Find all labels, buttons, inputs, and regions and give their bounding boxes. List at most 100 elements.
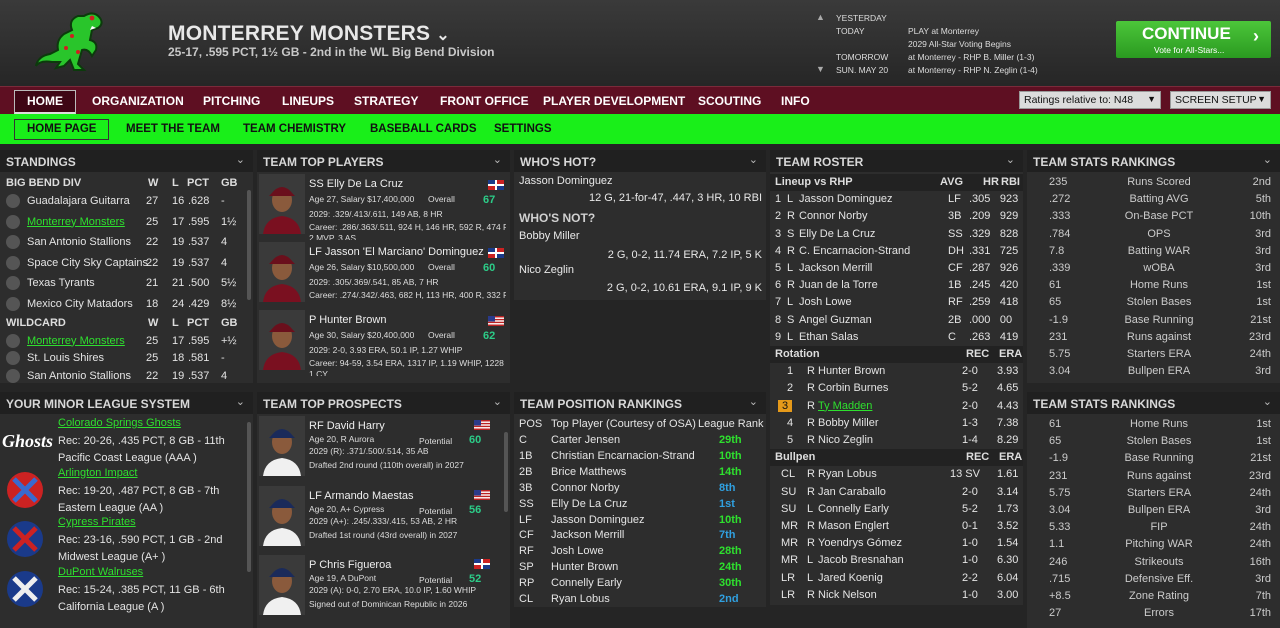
chevron-down-icon[interactable]: ⌄ <box>492 396 502 408</box>
chevron-down-icon[interactable]: ▼ <box>816 64 825 74</box>
stat-row[interactable]: .272 Batting AVG 5th <box>1027 191 1280 208</box>
team-name[interactable]: St. Louis Shires <box>27 352 105 365</box>
standings-row[interactable]: Texas Tyrants 21 21.500 5½ <box>0 275 253 292</box>
player-name[interactable]: LF Armando Maestas <box>309 489 414 502</box>
lineup-row[interactable]: 9 L Ethan Salas C .263 4 19 <box>770 329 1023 346</box>
continue-button[interactable]: CONTINUE Vote for All-Stars... › <box>1116 21 1271 58</box>
bullpen-row[interactable]: CL R Ryan Lobus 13 SV 1.61 <box>770 466 1023 483</box>
stat-row[interactable]: -1.9 Base Running 21st <box>1027 450 1280 467</box>
team-name[interactable]: Monterrey Monsters <box>27 334 125 347</box>
tab-home-page[interactable]: HOME PAGE <box>14 119 110 140</box>
chevron-down-icon[interactable]: ⌄ <box>748 154 758 166</box>
nav-player-development[interactable]: PLAYER DEVELOPMENT <box>543 94 686 108</box>
player-name[interactable]: Ethan Salas <box>799 330 859 343</box>
player-name[interactable]: RF David Harry <box>309 420 385 432</box>
player-photo[interactable] <box>259 485 305 546</box>
top-player-card[interactable]: P Hunter Brown Age 30, Salary $20,400,000… <box>257 310 510 376</box>
stat-row[interactable]: 5.75 Starters ERA 24th <box>1027 485 1280 502</box>
rotation-row[interactable]: 2 R Corbin Burnes 5-2 4.65 <box>770 380 1023 397</box>
player-name[interactable]: Nick Nelson <box>818 588 877 601</box>
affiliate-name[interactable]: Arlington Impact <box>58 466 138 479</box>
position-row[interactable]: 1B Christian Encarnacion-Strand 10th <box>514 448 766 465</box>
chevron-down-icon[interactable]: ⌄ <box>235 396 245 408</box>
nav-lineups[interactable]: LINEUPS <box>282 94 335 108</box>
position-row[interactable]: LF Jasson Dominguez 10th <box>514 512 766 529</box>
team-name[interactable]: San Antonio Stallions <box>27 369 131 382</box>
prospect-card[interactable]: RF David Harry Age 20, R Aurora Potential 6… <box>257 416 510 482</box>
minor-league-team[interactable]: Arlington Impact Rec: 19-20, .487 PCT, 8 … <box>0 467 253 517</box>
player-name[interactable]: Josh Lowe <box>551 545 604 558</box>
rotation-row[interactable]: 1 R Hunter Brown 2-0 3.93 <box>770 363 1023 380</box>
lineup-row[interactable]: 6 R Juan de la Torre 1B .245 4 20 <box>770 277 1023 294</box>
player-name[interactable]: Ty Madden <box>818 399 873 412</box>
lineup-row[interactable]: 7 L Josh Lowe RF .259 4 18 <box>770 294 1023 311</box>
player-name[interactable]: Ryan Lobus <box>818 468 877 481</box>
chevron-down-icon[interactable]: ⌄ <box>492 154 502 166</box>
stat-row[interactable]: 3.04 Bullpen ERA 3rd <box>1027 363 1280 380</box>
player-name[interactable]: Bobby Miller <box>818 416 879 429</box>
lineup-row[interactable]: 2 R Connor Norby 3B .209 9 29 <box>770 208 1023 225</box>
stat-row[interactable]: -1.9 Base Running 21st <box>1027 312 1280 329</box>
stat-row[interactable]: 1.1 Pitching WAR 24th <box>1027 536 1280 553</box>
player-name[interactable]: Yoendrys Gómez <box>818 537 902 550</box>
player-name[interactable]: Connelly Early <box>818 502 889 515</box>
bullpen-row[interactable]: SU R Jan Caraballo 2-0 3.14 <box>770 484 1023 501</box>
position-row[interactable]: CF Jackson Merrill 7th <box>514 527 766 544</box>
team-name[interactable]: Texas Tyrants <box>27 277 95 290</box>
stat-row[interactable]: .715 Defensive Eff. 3rd <box>1027 571 1280 588</box>
stat-row[interactable]: .333 On-Base PCT 10th <box>1027 208 1280 225</box>
minor-league-team[interactable]: Cypress Pirates Rec: 23-16, .590 PCT, 1 G… <box>0 516 253 566</box>
rotation-row[interactable]: 5 R Nico Zeglin 1-4 8.29 <box>770 432 1023 449</box>
tab-meet-the-team[interactable]: MEET THE TEAM <box>126 123 220 135</box>
player-name[interactable]: Jackson Merrill <box>799 262 873 274</box>
standings-row[interactable]: San Antonio Stallions 22 19.537 4 <box>0 234 253 251</box>
player-name[interactable]: Elly De La Cruz <box>799 227 876 240</box>
player-name[interactable]: Angel Guzman <box>799 313 872 326</box>
affiliate-name[interactable]: Cypress Pirates <box>58 516 136 528</box>
player-name[interactable]: Jared Koenig <box>818 571 883 584</box>
player-name[interactable]: Connor Norby <box>799 210 868 223</box>
player-name[interactable]: Josh Lowe <box>799 296 852 309</box>
player-name[interactable]: Mason Englert <box>818 520 889 532</box>
prospect-card[interactable]: LF Armando Maestas Age 20, A+ Cypress Pote… <box>257 485 510 552</box>
stat-row[interactable]: 7.8 Batting WAR 3rd <box>1027 243 1280 260</box>
player-name[interactable]: Hunter Brown <box>551 561 619 574</box>
nav-organization[interactable]: ORGANIZATION <box>92 94 184 108</box>
bullpen-row[interactable]: LR L Jared Koenig 2-2 6.04 <box>770 570 1023 587</box>
lineup-row[interactable]: 3 S Elly De La Cruz SS .329 8 28 <box>770 226 1023 243</box>
lineup-row[interactable]: 4 R C. Encarnacion-Strand DH .331 7 25 <box>770 243 1023 260</box>
standings-row[interactable]: Guadalajara Guitarra 27 16.628- <box>0 193 253 210</box>
stat-row[interactable]: 27 Errors 17th <box>1027 605 1280 622</box>
player-name[interactable]: P Chris Figueroa <box>309 559 392 571</box>
team-name[interactable]: Space City Sky Captains <box>27 256 149 269</box>
player-name[interactable]: Ryan Lobus <box>551 593 610 605</box>
player-name[interactable]: SS Elly De La Cruz <box>309 178 404 190</box>
stat-row[interactable]: 235 Runs Scored 2nd <box>1027 174 1280 191</box>
position-row[interactable]: CL Ryan Lobus 2nd <box>514 591 766 608</box>
nav-pitching[interactable]: PITCHING <box>203 94 261 108</box>
cold-player-name[interactable]: Bobby Miller <box>519 230 580 242</box>
player-name[interactable]: Jackson Merrill <box>551 529 625 542</box>
chevron-down-icon[interactable]: ⌄ <box>436 27 450 44</box>
player-name[interactable]: Hunter Brown <box>818 365 886 378</box>
player-name[interactable]: Connelly Early <box>551 577 622 590</box>
affiliate-name[interactable]: Colorado Springs Ghosts <box>58 417 181 429</box>
position-row[interactable]: C Carter Jensen 29th <box>514 432 766 449</box>
stat-row[interactable]: .784 OPS 3rd <box>1027 226 1280 243</box>
bullpen-row[interactable]: LR R Nick Nelson 1-0 3.00 <box>770 587 1023 604</box>
player-name[interactable]: Jasson Dominguez <box>551 513 645 526</box>
bullpen-row[interactable]: MR R Mason Englert 0-1 3.52 <box>770 518 1023 535</box>
player-name[interactable]: Jacob Bresnahan <box>818 554 904 567</box>
player-name[interactable]: LF Jasson 'El Marciano' Dominguez <box>309 246 484 258</box>
team-name[interactable]: Monterrey Monsters <box>27 215 125 228</box>
standings-row[interactable]: St. Louis Shires 25 18.581- <box>0 350 253 367</box>
ratings-dropdown[interactable]: Ratings relative to: N48 ▼ <box>1019 91 1161 109</box>
position-row[interactable]: RP Connelly Early 30th <box>514 575 766 592</box>
bullpen-row[interactable]: SU L Connelly Early 5-2 1.73 <box>770 501 1023 518</box>
minor-league-team[interactable]: DuPont Walruses Rec: 15-24, .385 PCT, 11 … <box>0 566 253 616</box>
stat-row[interactable]: 61 Home Runs 1st <box>1027 416 1280 433</box>
player-name[interactable]: Jan Caraballo <box>818 485 886 498</box>
top-player-card[interactable]: SS Elly De La Cruz Age 27, Salary $17,400… <box>257 174 510 240</box>
player-name[interactable]: P Hunter Brown <box>309 314 387 326</box>
standings-row[interactable]: San Antonio Stallions 22 19.537 4 <box>0 368 253 385</box>
